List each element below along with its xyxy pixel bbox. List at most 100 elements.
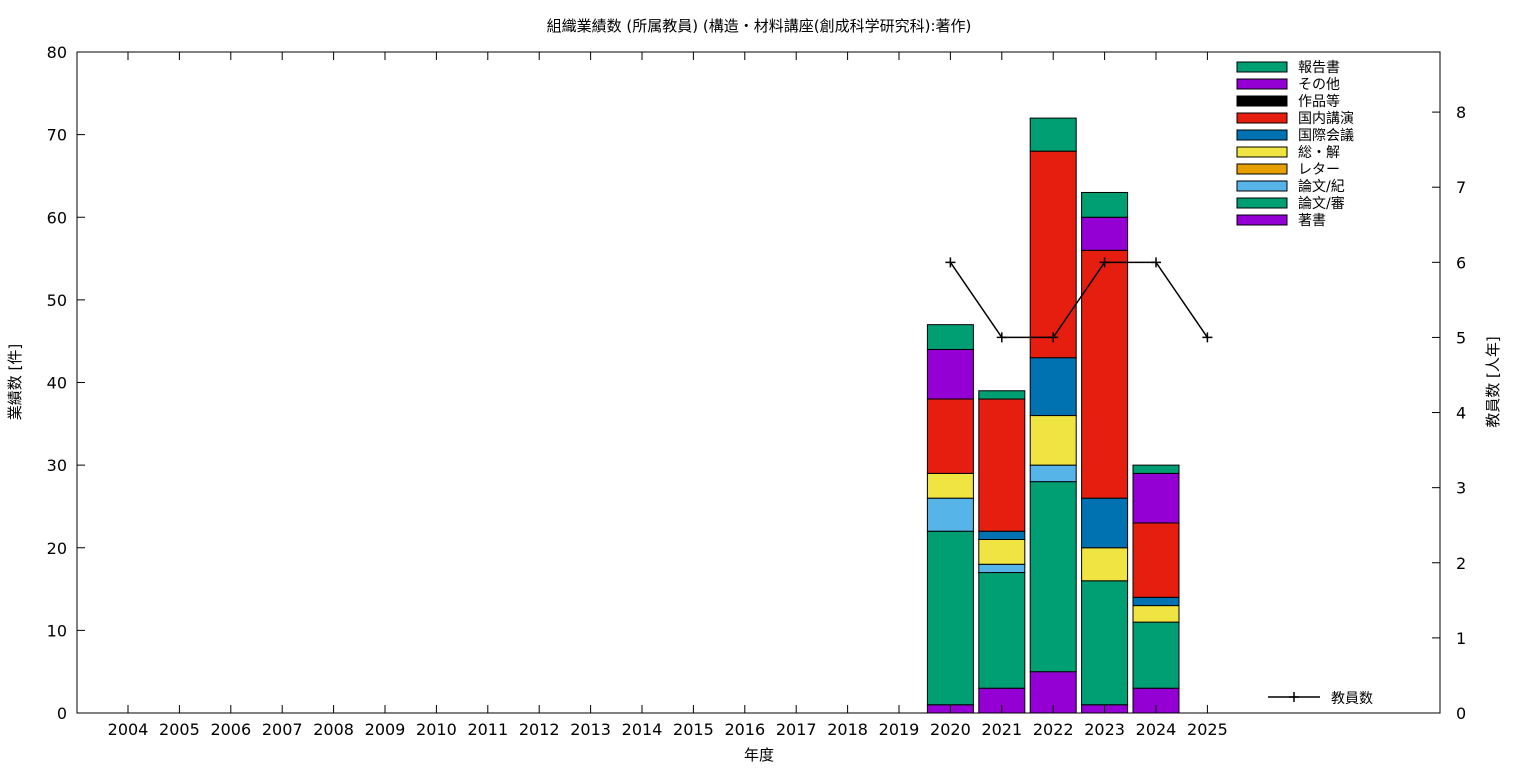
bar-segment xyxy=(1081,249,1129,499)
y-tick-label: 40 xyxy=(47,374,67,393)
legend-label: 著書 xyxy=(1298,213,1326,229)
legend-label: その他 xyxy=(1298,77,1340,93)
x-axis-label: 年度 xyxy=(744,746,774,764)
y2-tick-label: 1 xyxy=(1456,629,1466,648)
staff-count-line xyxy=(949,261,1209,339)
x-tick-label: 2004 xyxy=(108,720,149,739)
staff-count-point xyxy=(945,257,956,268)
staff-count-point xyxy=(1099,257,1110,268)
legend-label: 総・解 xyxy=(1298,145,1340,161)
bar-segment xyxy=(1132,464,1180,474)
y-tick-label: 30 xyxy=(47,456,67,475)
x-tick-label: 2015 xyxy=(673,720,714,739)
x-tick-label: 2019 xyxy=(879,720,920,739)
legend-swatch xyxy=(1236,112,1288,124)
legend-line-marker xyxy=(1289,692,1299,702)
staff-count-point xyxy=(1151,257,1161,268)
y2-tick-label: 3 xyxy=(1456,479,1466,498)
bar-segment xyxy=(926,472,974,499)
legend-label: 論文/審 xyxy=(1298,196,1345,212)
bars-layer xyxy=(926,117,1180,714)
bar-segment xyxy=(926,497,974,532)
bar-segment xyxy=(926,530,974,706)
x-tick-label: 2010 xyxy=(416,720,457,739)
legend-swatch xyxy=(1236,163,1288,175)
x-tick-label: 2008 xyxy=(313,720,354,739)
legend-swatch xyxy=(1236,78,1288,90)
bar-segment xyxy=(926,348,974,400)
bar-segment xyxy=(978,563,1026,574)
y2-axis-label: 教員数 [人年] xyxy=(1484,336,1502,427)
y2-tick-label: 7 xyxy=(1456,178,1466,197)
legend-swatch xyxy=(1236,95,1288,107)
x-tick-label: 2021 xyxy=(981,720,1022,739)
bar-segment xyxy=(1029,150,1077,359)
bar-segment xyxy=(1029,415,1077,466)
legend-swatch xyxy=(1236,180,1288,192)
bar-segment xyxy=(1132,522,1180,598)
y-tick-label: 80 xyxy=(47,43,67,62)
bar-segment xyxy=(1132,472,1180,524)
x-tick-label: 2005 xyxy=(159,720,200,739)
legend-label: 国内講演 xyxy=(1298,111,1354,127)
x-tick-label: 2007 xyxy=(262,720,303,739)
legend-label: 論文/紀 xyxy=(1298,179,1345,195)
legend-swatch xyxy=(1236,61,1288,73)
bar-segment xyxy=(978,398,1026,532)
staff-count-point xyxy=(1048,332,1059,343)
x-tick-label: 2006 xyxy=(210,720,251,739)
bar-segment xyxy=(926,324,974,350)
bar-segment xyxy=(1029,464,1077,483)
legend-label-line: 教員数 xyxy=(1331,691,1373,707)
y-axis-left: 0 10 20 30 40 50 60 70 80 xyxy=(47,43,85,723)
x-tick-label: 2020 xyxy=(930,720,971,739)
x-tick-label: 2022 xyxy=(1033,720,1074,739)
y-tick-label: 60 xyxy=(47,208,67,227)
bar-segment xyxy=(1029,481,1077,673)
legend-swatch xyxy=(1236,214,1288,226)
staff-count-point xyxy=(1202,332,1213,343)
legend-label: 作品等 xyxy=(1298,93,1340,110)
legend-swatch xyxy=(1236,129,1288,141)
x-tick-label: 2023 xyxy=(1084,720,1125,739)
staff-count-point xyxy=(996,332,1007,343)
y-tick-label: 20 xyxy=(47,539,67,558)
x-tick-label: 2014 xyxy=(622,720,663,739)
legend-label: レター xyxy=(1298,162,1340,178)
x-tick-label: 2025 xyxy=(1187,720,1228,739)
y-tick-label: 50 xyxy=(47,291,67,310)
x-axis: 2004 2005 2006 2007 2008 2009 2010 2011 2012 2013… xyxy=(108,52,1228,739)
line-layer xyxy=(945,257,1213,343)
chart-title: 組織業績数 (所属教員) (構造・材料講座(創成科学研究科):著作) xyxy=(547,17,972,35)
bar-segment xyxy=(1081,580,1129,706)
x-tick-label: 2012 xyxy=(519,720,560,739)
bar-segment xyxy=(1132,605,1180,623)
x-tick-label: 2013 xyxy=(570,720,611,739)
legend-swatch xyxy=(1236,146,1288,158)
y-tick-label: 0 xyxy=(57,704,67,723)
legend-label: 報告書 xyxy=(1298,60,1340,76)
y-axis-right: 0 1 2 3 4 5 6 7 8 xyxy=(1432,103,1466,723)
x-tick-label: 2009 xyxy=(365,720,406,739)
bar-segment xyxy=(1132,621,1180,689)
bar-segment xyxy=(1132,596,1180,607)
bar-segment xyxy=(1081,191,1129,218)
x-tick-label: 2016 xyxy=(724,720,765,739)
x-tick-label: 2024 xyxy=(1136,720,1177,739)
y2-tick-label: 6 xyxy=(1456,253,1466,272)
y2-tick-label: 4 xyxy=(1456,404,1466,423)
legend-swatch xyxy=(1236,197,1288,209)
bar-segment xyxy=(1081,547,1129,582)
bar-segment xyxy=(1081,497,1129,549)
y2-tick-label: 5 xyxy=(1456,328,1466,347)
y-tick-label: 10 xyxy=(47,621,67,640)
bar-segment xyxy=(1081,216,1129,251)
x-tick-label: 2018 xyxy=(827,720,868,739)
y2-tick-label: 2 xyxy=(1456,554,1466,573)
legend-label: 国際会議 xyxy=(1298,127,1354,144)
plot-frame xyxy=(76,51,1441,714)
x-tick-label: 2017 xyxy=(776,720,817,739)
bar-segment xyxy=(978,538,1026,565)
